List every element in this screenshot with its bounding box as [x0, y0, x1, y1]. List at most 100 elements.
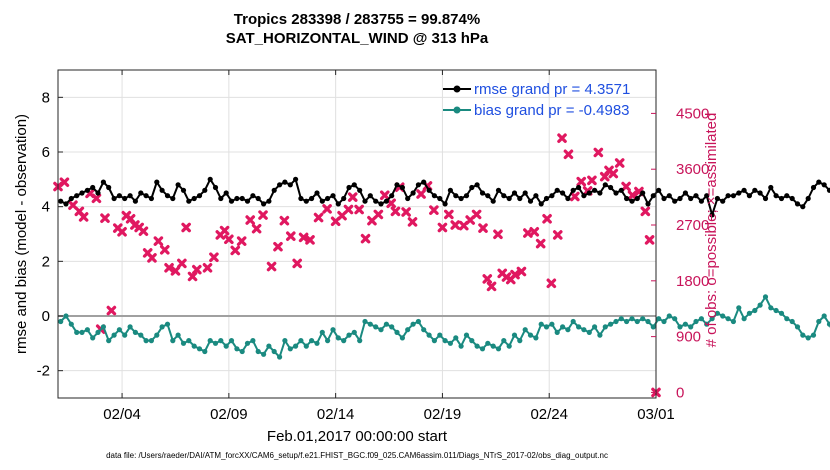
bias-point: [437, 332, 443, 338]
rmse-point: [656, 187, 662, 193]
bias-point: [816, 318, 822, 325]
obs-cross-stroke: [401, 207, 411, 217]
bias-point: [463, 332, 470, 338]
obs-cross-stroke: [100, 213, 110, 223]
obs-cross-stroke: [614, 158, 625, 168]
obs-cross-stroke: [138, 226, 149, 237]
bias-point: [186, 338, 192, 344]
bias-series: [58, 294, 830, 360]
y-right-tick-label: 2700: [676, 217, 709, 234]
rmse-point: [287, 182, 293, 188]
bias-point: [666, 313, 672, 319]
obs-assimilated-point: [313, 212, 324, 223]
obs-cross-stroke: [292, 258, 302, 269]
rmse-point: [266, 198, 272, 204]
rmse-point: [277, 182, 283, 188]
bias-point: [495, 346, 502, 352]
rmse-point: [154, 179, 160, 185]
obs-cross-stroke: [313, 212, 324, 223]
bias-point: [175, 332, 181, 338]
bias-point: [522, 327, 528, 333]
obs-cross-stroke: [535, 238, 546, 249]
obs-cross-stroke: [91, 193, 102, 204]
bias-point: [309, 338, 315, 344]
chart-title-line2: SAT_HORIZONTAL_WIND @ 313 hPa: [226, 30, 489, 47]
obs-cross-stroke: [582, 186, 593, 196]
rmse-point: [95, 190, 101, 196]
bias-point: [202, 348, 208, 355]
legend-rmse-marker: [453, 85, 461, 93]
obs-cross-stroke: [85, 188, 95, 199]
rmse-point: [79, 190, 85, 196]
bias-point: [148, 338, 154, 344]
bias-point: [79, 329, 85, 335]
obs-cross-stroke: [634, 186, 644, 197]
obs-cross-stroke: [390, 206, 401, 217]
bias-point: [709, 316, 715, 322]
rmse-point: [576, 184, 582, 191]
bias-point: [570, 318, 576, 325]
obs-cross-stroke: [125, 214, 136, 224]
rmse-point: [207, 176, 213, 182]
obs-assimilated-point: [570, 191, 580, 202]
bias-point: [586, 329, 592, 335]
obs-cross-stroke: [493, 229, 503, 240]
obs-assimilated-point: [251, 223, 262, 234]
bias-point: [346, 332, 352, 338]
y-right-tick-label: 3600: [676, 161, 709, 178]
obs-assimilated-point: [557, 133, 567, 144]
rmse-point: [255, 195, 261, 202]
bias-point: [383, 321, 389, 327]
rmse-point: [90, 184, 96, 191]
obs-assimilated-point: [285, 231, 296, 241]
obs-assimilated-point: [202, 262, 213, 273]
bias-point: [367, 321, 373, 327]
bias-point: [234, 346, 240, 352]
rmse-point: [677, 195, 683, 202]
rmse-point: [175, 182, 181, 188]
rmse-point: [581, 193, 587, 199]
obs-cross-stroke: [593, 147, 604, 158]
bias-point: [218, 338, 224, 344]
obs-assimilated-point: [192, 264, 202, 275]
obs-cross-stroke: [437, 222, 448, 233]
bias-point: [266, 343, 272, 349]
obs-assimilated-point: [608, 168, 619, 179]
rmse-point: [250, 193, 256, 199]
obs-cross-stroke: [258, 210, 268, 220]
obs-assimilated-point: [187, 271, 198, 282]
obs-assimilated-point: [444, 209, 454, 220]
bias-point: [164, 321, 171, 327]
bias-point: [154, 332, 160, 338]
bias-point: [714, 310, 721, 316]
bias-point: [650, 324, 656, 330]
bias-point: [453, 335, 459, 341]
obs-cross-stroke: [251, 223, 262, 234]
chart-title-line1: Tropics 283398 / 283755 = 99.874%: [234, 11, 480, 28]
rmse-point: [186, 198, 192, 204]
rmse-point: [698, 198, 705, 204]
rmse-point: [640, 190, 646, 196]
obs-assimilated-point: [224, 234, 234, 245]
bias-point: [261, 351, 267, 357]
obs-cross-stroke: [305, 235, 315, 245]
x-axis-ticks: 02/04 02/09 02/14 02/19 02/24 03/01: [103, 70, 675, 423]
obs-cross-stroke: [181, 222, 191, 233]
obs-assimilated-point: [486, 281, 497, 292]
bias-point: [730, 318, 737, 325]
obs-assimilated-point: [219, 225, 230, 236]
obs-cross-stroke: [106, 305, 117, 316]
y-right-tick-label: 1800: [676, 273, 709, 290]
bias-point: [672, 316, 678, 322]
obs-assimilated-point: [640, 206, 651, 217]
obs-cross-stroke: [478, 223, 488, 233]
obs-cross-stroke: [59, 177, 70, 188]
rmse-point: [202, 187, 208, 193]
rmse-point: [191, 195, 197, 202]
bias-point: [394, 329, 400, 335]
rmse-point: [608, 184, 614, 191]
bias-point: [405, 327, 411, 333]
rmse-point: [592, 187, 598, 193]
obs-assimilated-point: [587, 175, 597, 186]
